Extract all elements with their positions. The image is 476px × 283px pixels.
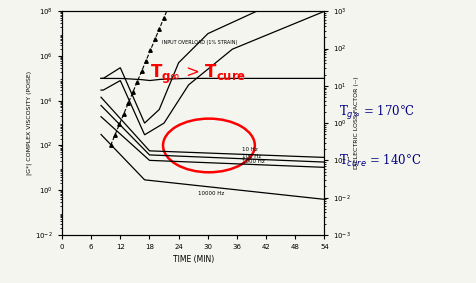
Text: 1000 Hz: 1000 Hz [241, 159, 264, 164]
Text: $\mathbf{T_{g\infty}}$ > $\mathbf{T_{cure}}$: $\mathbf{T_{g\infty}}$ > $\mathbf{T_{cur… [150, 62, 246, 85]
X-axis label: TIME (MIN): TIME (MIN) [172, 256, 213, 265]
Text: 10 Hz: 10 Hz [241, 147, 257, 152]
Text: T$_{g\infty}$ = 170°C: T$_{g\infty}$ = 170°C [338, 104, 414, 122]
Text: INPUT OVERLOAD (1% STRAIN): INPUT OVERLOAD (1% STRAIN) [161, 40, 237, 45]
Text: 100 Hz: 100 Hz [241, 154, 260, 159]
Y-axis label: DIELECTRIC LOSS FACTOR (--): DIELECTRIC LOSS FACTOR (--) [353, 77, 358, 170]
Text: T$_{cure}$ = 140°C: T$_{cure}$ = 140°C [338, 153, 420, 169]
Y-axis label: |G*| COMPLEX VISCOSITY (POISE): |G*| COMPLEX VISCOSITY (POISE) [27, 71, 32, 175]
Text: 10000 Hz: 10000 Hz [198, 191, 224, 196]
